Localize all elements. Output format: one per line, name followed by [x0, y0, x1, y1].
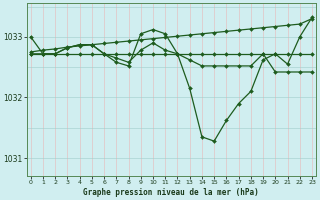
X-axis label: Graphe pression niveau de la mer (hPa): Graphe pression niveau de la mer (hPa)	[84, 188, 259, 197]
